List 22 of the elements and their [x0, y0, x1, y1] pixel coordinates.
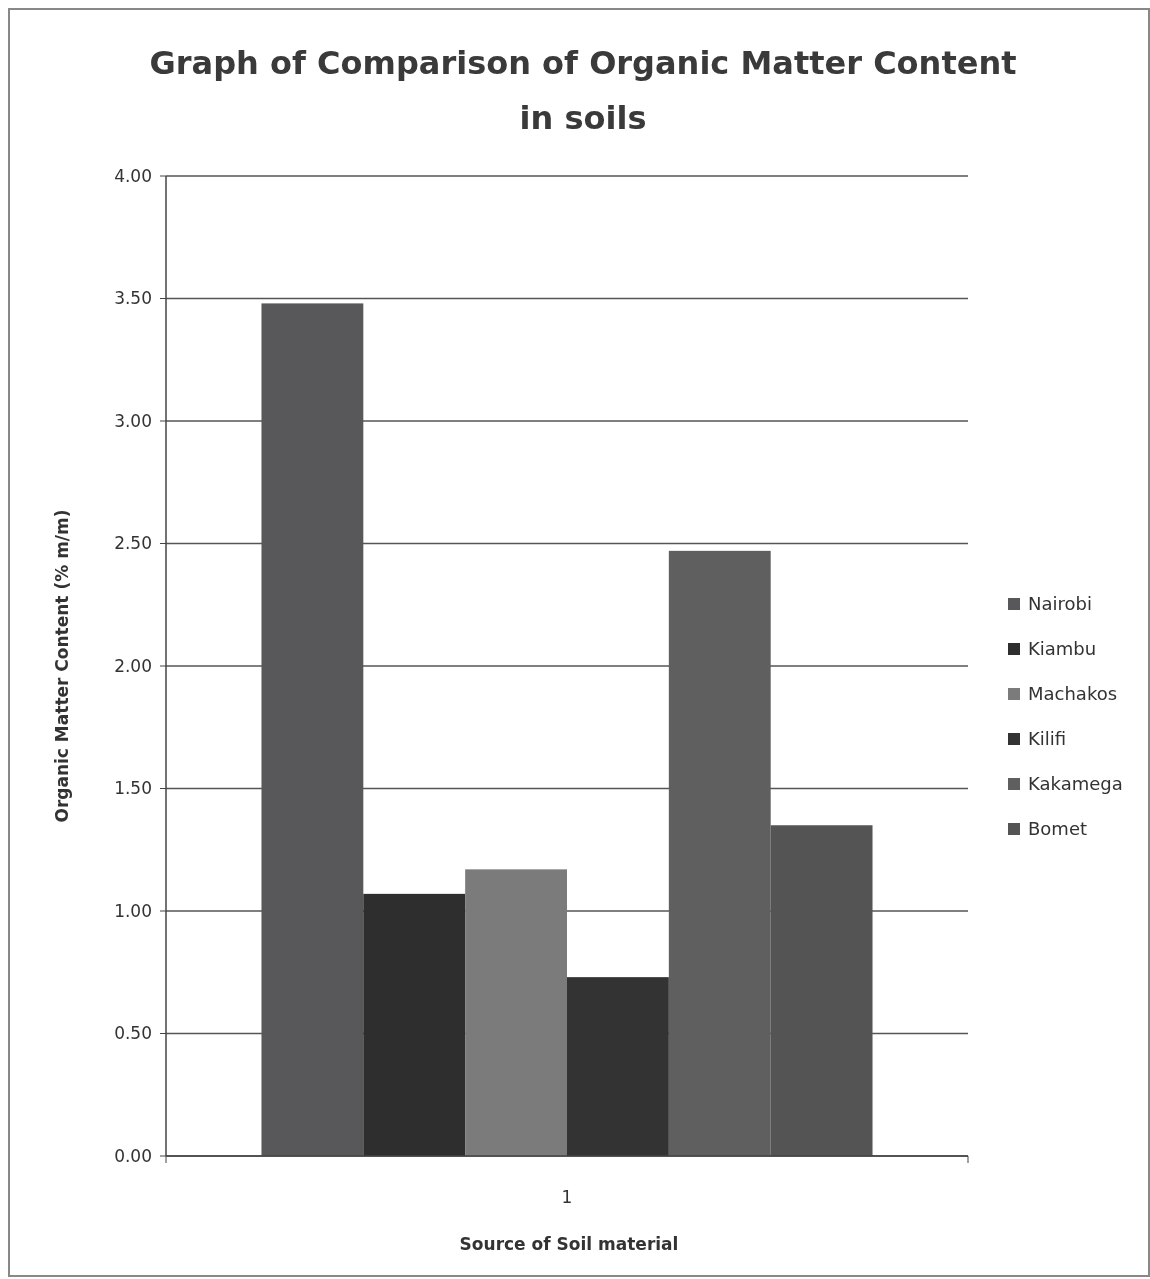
y-tick-label: 2.50	[114, 533, 152, 554]
y-axis-title: Organic Matter Content (% m/m)	[52, 509, 72, 823]
legend-label: Kiambu	[1028, 638, 1097, 660]
y-tick-label: 2.00	[114, 655, 152, 676]
legend-label: Bomet	[1028, 818, 1088, 840]
y-tick-label: 1.00	[114, 900, 152, 921]
bar	[363, 893, 466, 1156]
bar	[465, 869, 567, 1156]
x-tick-label: 1	[561, 1187, 573, 1207]
y-tick-label: 0.50	[114, 1023, 152, 1044]
y-tick-label: 4.00	[114, 165, 152, 186]
legend-label: Machakos	[1028, 683, 1118, 705]
y-tick-label: 3.00	[114, 410, 152, 431]
legend-label: Nairobi	[1028, 593, 1092, 615]
y-tick-label: 0.00	[114, 1145, 152, 1166]
legend-label: Kakamega	[1028, 773, 1123, 795]
y-tick-label: 3.50	[114, 288, 152, 309]
x-axis-title: Source of Soil material	[459, 1234, 679, 1254]
legend-label: Kilifi	[1028, 728, 1067, 750]
bar	[567, 977, 669, 1156]
chart-title: Graph of Comparison of Organic Matter Content in soils	[149, 44, 1017, 137]
y-tick-label: 1.50	[114, 778, 152, 799]
